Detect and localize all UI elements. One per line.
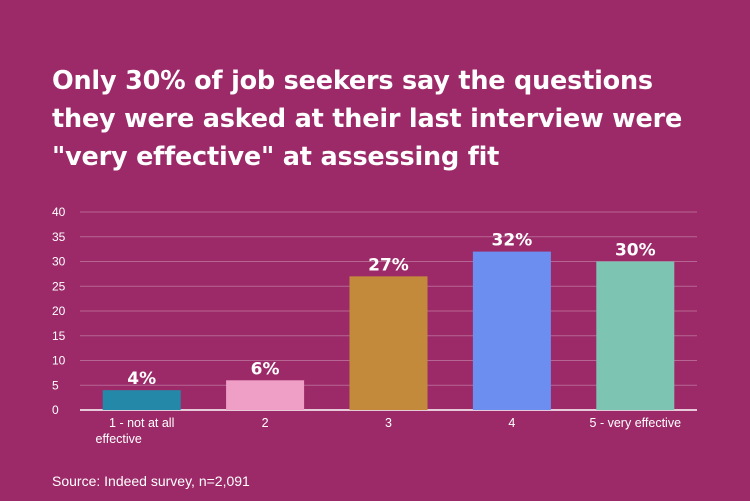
- bar: [102, 390, 181, 410]
- y-tick-label: 0: [52, 403, 59, 417]
- x-tick-label: 3: [385, 416, 392, 430]
- bars: [102, 251, 675, 410]
- data-label: 27%: [368, 255, 409, 275]
- data-label: 32%: [492, 231, 533, 251]
- y-tick-label: 40: [52, 205, 66, 219]
- y-tick-label: 20: [52, 304, 66, 318]
- data-label: 30%: [615, 241, 656, 261]
- y-tick-label: 30: [52, 255, 66, 269]
- y-tick-label: 25: [52, 279, 66, 293]
- source-note: Source: Indeed survey, n=2,091: [52, 473, 250, 489]
- chart-title: Only 30% of job seekers say the question…: [52, 66, 683, 172]
- bar: [226, 380, 305, 410]
- x-tick-label: 2: [262, 416, 269, 430]
- y-tick-label: 35: [52, 230, 66, 244]
- bar: [349, 276, 428, 410]
- labels: 0 5 10 15 20 25 30 35 40 4% 1 - not at all effectiv…: [52, 205, 681, 446]
- data-label: 6%: [251, 359, 280, 379]
- data-label: 4%: [127, 369, 156, 389]
- y-tick-label: 5: [52, 378, 59, 392]
- y-tick-label: 15: [52, 329, 66, 343]
- y-tick-label: 10: [52, 354, 66, 368]
- x-tick-label: 4: [508, 416, 515, 430]
- bar: [472, 251, 551, 410]
- bar: [596, 261, 675, 410]
- x-tick-label: 1 - not at all effective: [96, 416, 175, 446]
- x-tick-label: 5 - very effective: [590, 416, 682, 430]
